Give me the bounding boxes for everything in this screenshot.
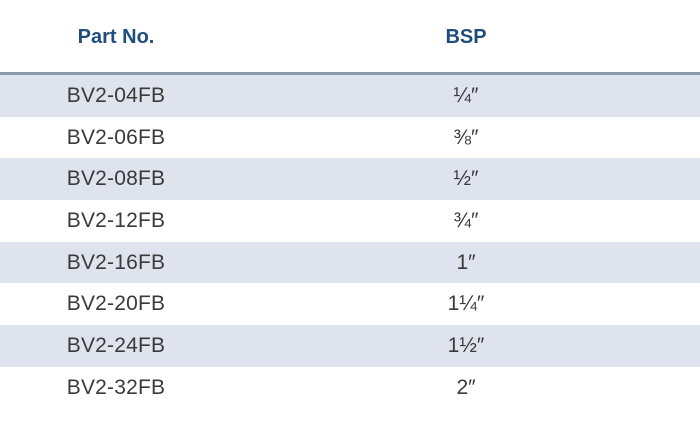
table-row: BV2-12FB ¾″ (0, 200, 700, 242)
parts-table: Part No. BSP BV2-04FB ¼″ BV2-06FB ⅜″ BV2… (0, 0, 700, 409)
cell-bsp: 1¼″ (447, 292, 485, 316)
cell-part-no: BV2-16FB (66, 250, 166, 274)
table-row: BV2-16FB 1″ (0, 241, 700, 284)
cell-bsp: 2″ (456, 375, 476, 399)
table-header: Part No. BSP (0, 0, 700, 72)
cell-bsp: ½″ (453, 167, 479, 191)
header-bsp: BSP (445, 25, 487, 48)
table-row: BV2-08FB ½″ (0, 158, 700, 201)
cell-part-no: BV2-32FB (66, 375, 166, 399)
table-row: BV2-20FB 1¼″ (0, 283, 700, 326)
header-divider (0, 72, 700, 75)
cell-part-no: BV2-20FB (66, 292, 166, 316)
cell-part-no: BV2-04FB (66, 83, 166, 107)
table-row: BV2-04FB ¼″ (0, 75, 700, 117)
header-part-no: Part No. (77, 25, 155, 48)
table-row: BV2-32FB 2″ (0, 366, 700, 409)
cell-bsp: 1½″ (447, 333, 485, 357)
cell-part-no: BV2-06FB (66, 125, 166, 149)
cell-part-no: BV2-24FB (66, 333, 166, 357)
table-row: BV2-24FB 1½″ (0, 325, 700, 367)
cell-bsp: ¼″ (453, 83, 479, 107)
cell-part-no: BV2-12FB (66, 208, 166, 232)
cell-part-no: BV2-08FB (66, 167, 166, 191)
cell-bsp: 1″ (456, 250, 476, 274)
cell-bsp: ¾″ (453, 208, 479, 232)
table-row: BV2-06FB ⅜″ (0, 116, 700, 159)
cell-bsp: ⅜″ (453, 125, 479, 149)
